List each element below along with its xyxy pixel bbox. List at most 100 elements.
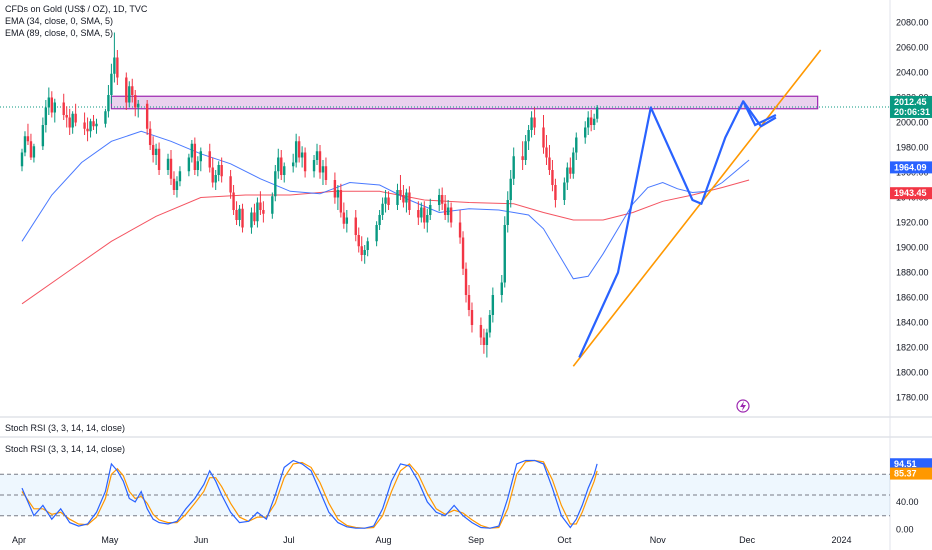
candle-body bbox=[232, 192, 235, 210]
candle-body bbox=[357, 235, 360, 247]
candle-body bbox=[193, 143, 197, 170]
candle-body bbox=[148, 128, 152, 145]
candle-body bbox=[214, 175, 217, 183]
price-tag-countdown: 20:06:31 bbox=[894, 107, 930, 117]
candle-body bbox=[426, 215, 429, 223]
candle-body bbox=[113, 57, 116, 74]
candle-body bbox=[479, 325, 483, 338]
candle-body bbox=[438, 195, 441, 205]
candle-body bbox=[500, 282, 503, 295]
stoch-k-tag-label: 94.51 bbox=[894, 459, 917, 469]
candle-body bbox=[569, 167, 572, 174]
candle-body bbox=[169, 158, 173, 179]
candle-body bbox=[253, 212, 256, 222]
price-tag bbox=[890, 161, 932, 174]
candle-body bbox=[68, 117, 71, 128]
price-tick-label: 2080.00 bbox=[896, 18, 929, 28]
candle-body bbox=[20, 152, 24, 167]
candle-body bbox=[250, 212, 253, 228]
candle-body bbox=[440, 195, 444, 204]
time-tick-label: Jul bbox=[283, 535, 295, 545]
candle-body bbox=[23, 136, 27, 153]
candle-body bbox=[595, 107, 599, 119]
candle-body bbox=[554, 185, 557, 200]
candle-body bbox=[333, 180, 337, 198]
candle-body bbox=[235, 210, 238, 220]
candle-body bbox=[485, 332, 489, 345]
candle-body bbox=[110, 73, 113, 95]
candle-body bbox=[470, 310, 474, 325]
candle-body bbox=[548, 157, 551, 170]
price-tick-label: 1980.00 bbox=[896, 143, 929, 153]
candle-body bbox=[208, 151, 211, 168]
candle-body bbox=[41, 125, 45, 147]
candle-body bbox=[196, 161, 200, 170]
candle-body bbox=[277, 157, 280, 172]
stoch-k-line bbox=[21, 459, 598, 529]
candle-body bbox=[178, 171, 182, 182]
candle-body bbox=[378, 215, 381, 225]
candle-body bbox=[503, 225, 506, 283]
candle-body bbox=[274, 171, 277, 197]
candle-body bbox=[172, 178, 176, 190]
price-tick-label: 1860.00 bbox=[896, 293, 929, 303]
candle-body bbox=[65, 115, 68, 118]
candle-body bbox=[399, 190, 402, 195]
support-trendline bbox=[572, 49, 822, 367]
time-tick-label: Sep bbox=[468, 535, 484, 545]
candle-body bbox=[509, 178, 512, 200]
candle-body bbox=[291, 162, 295, 167]
candle-body bbox=[107, 95, 110, 112]
stoch-d-tag-label: 85.37 bbox=[894, 469, 917, 479]
candle-body bbox=[83, 122, 86, 129]
candle-body bbox=[217, 165, 220, 175]
price-tick-label: 1780.00 bbox=[896, 393, 929, 403]
candle-body bbox=[280, 157, 283, 175]
price-tick-label: 2060.00 bbox=[896, 43, 929, 53]
candle-body bbox=[297, 141, 301, 158]
candle-body bbox=[336, 190, 340, 198]
candle-body bbox=[417, 210, 420, 218]
price-tag bbox=[890, 187, 932, 200]
candle-body bbox=[44, 107, 48, 125]
time-tick-label: Dec bbox=[739, 535, 756, 545]
candle-body bbox=[584, 127, 587, 138]
candle-body bbox=[294, 141, 298, 163]
candle-body bbox=[375, 225, 378, 242]
lightning-icon bbox=[740, 401, 746, 411]
candle-body bbox=[366, 241, 369, 250]
price-tick-label: 1820.00 bbox=[896, 343, 929, 353]
candle-body bbox=[321, 166, 325, 173]
candle-body bbox=[187, 157, 191, 172]
candle-body bbox=[458, 222, 462, 238]
candle-body bbox=[190, 143, 194, 158]
candle-body bbox=[491, 295, 495, 315]
time-tick-label: 2024 bbox=[832, 535, 852, 545]
target-arrow bbox=[742, 100, 777, 127]
candle-body bbox=[360, 246, 363, 255]
candle-body bbox=[461, 237, 465, 269]
candle-body bbox=[175, 181, 179, 190]
price-tick-label: 1920.00 bbox=[896, 218, 929, 228]
candle-body bbox=[563, 182, 566, 200]
candle-body bbox=[229, 176, 232, 193]
candle-body bbox=[381, 203, 384, 215]
time-tick-label: May bbox=[101, 535, 119, 545]
candle-body bbox=[303, 152, 307, 172]
candle-body bbox=[384, 197, 387, 204]
candle-body bbox=[238, 208, 241, 220]
candle-body bbox=[464, 268, 468, 295]
candle-body bbox=[387, 197, 390, 205]
candle-body bbox=[157, 148, 161, 170]
candle-body bbox=[137, 103, 140, 108]
candle-body bbox=[533, 117, 536, 128]
candle-body bbox=[566, 167, 569, 183]
candle-body bbox=[26, 136, 30, 142]
price-tag-label: 2012.45 bbox=[894, 97, 927, 107]
candle-body bbox=[443, 203, 447, 215]
candle-body bbox=[315, 151, 319, 160]
candle-body bbox=[116, 57, 119, 78]
stoch-pane-title: Stoch RSI (3, 3, 14, 14, close) bbox=[5, 423, 126, 433]
candle-body bbox=[154, 148, 158, 155]
